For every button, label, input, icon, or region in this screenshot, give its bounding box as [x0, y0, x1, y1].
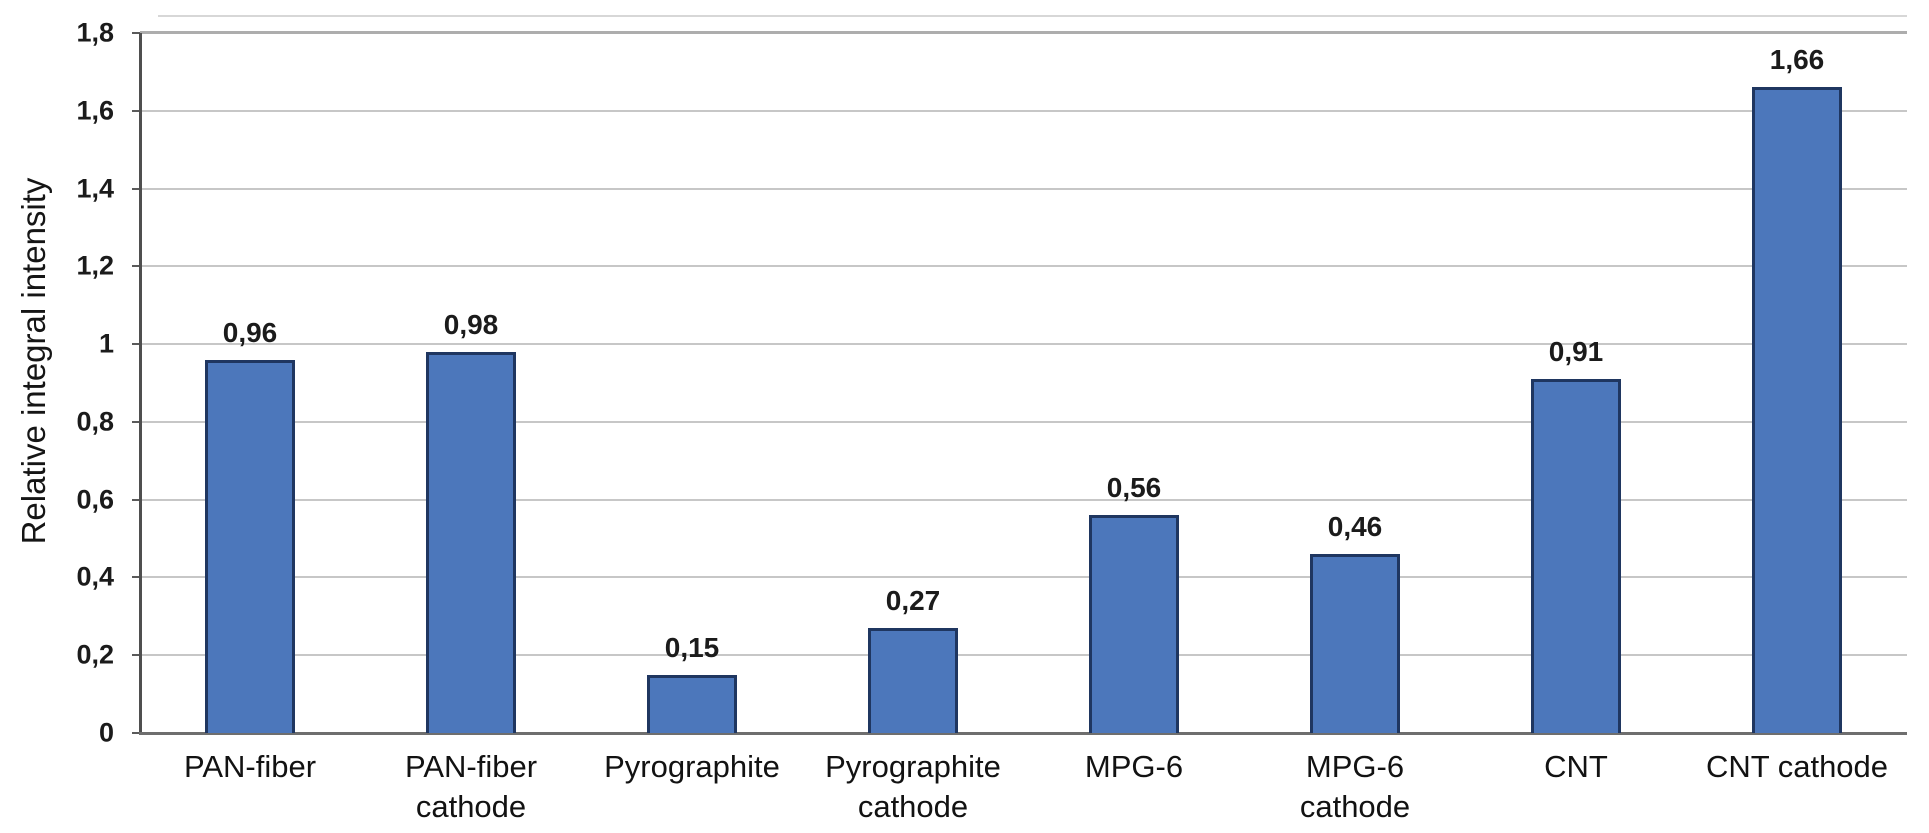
y-axis-tick	[132, 732, 140, 734]
y-axis-tick	[132, 265, 140, 267]
x-category-label: CNT cathode	[1706, 747, 1888, 787]
y-axis-tick	[132, 654, 140, 656]
x-category-label-line: CNT cathode	[1705, 749, 1889, 784]
bar-mpg-6-cathode	[1310, 554, 1400, 733]
x-category-label: MPG-6 cathode	[1300, 747, 1410, 827]
y-axis-tick	[132, 32, 140, 34]
y-axis-tick	[132, 188, 140, 190]
x-category-label: Pyrographite cathode	[825, 747, 1001, 827]
gridline	[140, 31, 1907, 34]
y-tick-label: 1,4	[76, 173, 114, 204]
x-category-label-line: Pyrographite	[604, 749, 780, 784]
x-category-label-line: PAN-fiber	[404, 749, 538, 784]
x-axis-line	[139, 732, 1907, 735]
bar-mpg-6	[1089, 515, 1179, 733]
bar-value-label: 0,46	[1327, 511, 1383, 542]
bar-value-label: 0,91	[1548, 336, 1604, 367]
x-category-label: Pyrographite	[604, 747, 780, 787]
gridline	[140, 265, 1907, 267]
gridline	[140, 343, 1907, 345]
y-tick-label: 1	[98, 328, 114, 359]
x-category-label: CNT	[1544, 747, 1608, 787]
bar-pan-fiber	[205, 360, 295, 733]
bar-value-label: 0,98	[443, 309, 499, 340]
x-category-label: MPG-6	[1085, 747, 1183, 787]
gridline	[140, 499, 1907, 501]
y-axis-tick	[132, 499, 140, 501]
y-tick-label: 1,2	[76, 250, 114, 281]
y-axis-line	[139, 33, 142, 733]
x-category-label-line: CNT	[1544, 749, 1608, 784]
y-tick-label: 0	[98, 717, 114, 748]
x-category-label-line: MPG-6	[1305, 749, 1405, 784]
x-category-label-line: PAN-fiber	[183, 749, 317, 784]
y-axis-tick	[132, 576, 140, 578]
bar-value-label: 0,15	[664, 632, 720, 663]
x-category-label-line: cathode	[1299, 789, 1411, 824]
gridline	[140, 110, 1907, 112]
x-category-label-line: Pyrographite	[825, 749, 1001, 784]
y-tick-label: 0,4	[76, 561, 114, 592]
gridline	[140, 188, 1907, 190]
bar-pyrographite	[647, 675, 737, 733]
bar-value-label: 0,27	[885, 585, 941, 616]
bar-cnt-cathode	[1752, 87, 1842, 733]
y-tick-label: 1,6	[76, 95, 114, 126]
chart-top-border	[158, 15, 1907, 17]
y-axis-tick	[132, 343, 140, 345]
x-category-label-line: cathode	[415, 789, 527, 824]
y-axis-tick	[132, 110, 140, 112]
y-axis-tick	[132, 421, 140, 423]
bar-pyrographite-cathode	[868, 628, 958, 733]
bar-value-label: 0,56	[1106, 472, 1162, 503]
y-tick-label: 0,6	[76, 484, 114, 515]
y-tick-label: 0,8	[76, 406, 114, 437]
bar-pan-fiber-cathode	[426, 352, 516, 733]
y-tick-label: 0,2	[76, 639, 114, 670]
x-category-label: PAN-fiber	[184, 747, 316, 787]
x-category-label-line: MPG-6	[1084, 749, 1184, 784]
x-category-label: PAN-fiber cathode	[405, 747, 537, 827]
gridline	[140, 421, 1907, 423]
y-tick-label: 1,8	[76, 17, 114, 48]
bar-value-label: 1,66	[1769, 44, 1825, 75]
x-category-label-line: cathode	[857, 789, 969, 824]
gridline	[140, 654, 1907, 656]
gridline	[140, 576, 1907, 578]
bar-value-label: 0,96	[222, 317, 278, 348]
bar-cnt	[1531, 379, 1621, 733]
